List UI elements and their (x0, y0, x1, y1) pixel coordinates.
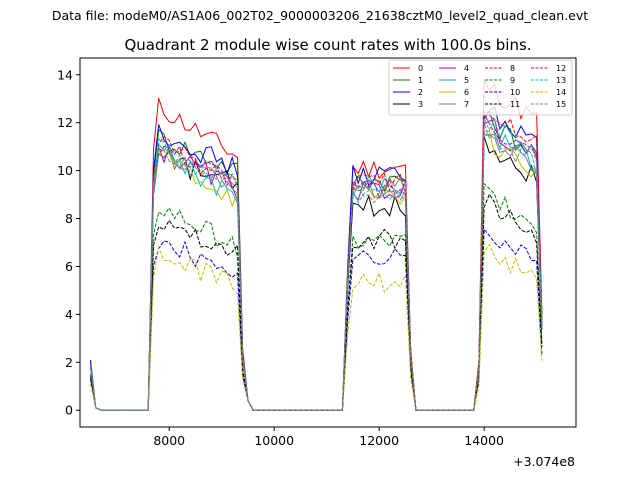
legend-entry: 3 (418, 100, 423, 109)
series-lines (90, 79, 543, 411)
legend-entry: 6 (464, 88, 469, 97)
legend-entry: 2 (418, 88, 423, 97)
figure-suptitle: Data file: modeM0/AS1A06_002T02_90000032… (52, 8, 588, 23)
legend-entry: 12 (556, 64, 566, 73)
series-line-13 (90, 118, 543, 411)
y-tick-label: 6 (65, 259, 73, 274)
series-line-11 (90, 193, 543, 411)
y-tick-label: 14 (57, 67, 73, 82)
series-line-3 (90, 136, 543, 411)
series-line-9 (90, 182, 543, 411)
legend-box (388, 59, 573, 116)
y-tick-label: 4 (65, 307, 73, 322)
x-tick-label: 8000 (153, 433, 185, 448)
series-line-8 (90, 111, 543, 411)
x-tick-label: 10000 (254, 433, 294, 448)
series-line-14 (90, 243, 543, 411)
series-line-4 (90, 119, 543, 411)
x-offset-label: +3.074e8 (513, 454, 575, 469)
legend-entry: 5 (464, 76, 469, 85)
series-line-7 (90, 132, 543, 411)
legend-entry: 13 (556, 76, 566, 85)
legend-entry: 8 (510, 64, 515, 73)
legend-entry: 7 (464, 100, 469, 109)
series-line-10 (90, 227, 543, 411)
y-tick-label: 2 (65, 355, 73, 370)
series-line-12 (90, 111, 543, 411)
legend-entry: 15 (556, 100, 566, 109)
legend-entry: 9 (510, 76, 515, 85)
x-tick-label: 12000 (359, 433, 399, 448)
y-tick-label: 12 (57, 115, 73, 130)
series-line-5 (90, 133, 543, 411)
y-axis: 0 2 4 6 8 10 12 14 (57, 67, 80, 418)
series-line-6 (90, 130, 543, 411)
chart-title: Quadrant 2 module wise count rates with … (124, 36, 531, 54)
x-tick-label: 14000 (464, 433, 504, 448)
y-tick-label: 0 (65, 403, 73, 418)
x-axis: 8000 10000 12000 14000 (153, 427, 504, 448)
legend-entry: 4 (464, 64, 469, 73)
y-tick-label: 8 (65, 211, 73, 226)
legend-entry: 1 (418, 76, 423, 85)
legend-entry: 0 (418, 64, 423, 73)
legend-entry: 11 (510, 100, 520, 109)
legend-entry: 10 (510, 88, 520, 97)
y-tick-label: 10 (57, 163, 73, 178)
axes-frame (79, 57, 577, 428)
legend-entry: 14 (556, 88, 566, 97)
series-line-15 (90, 123, 543, 411)
